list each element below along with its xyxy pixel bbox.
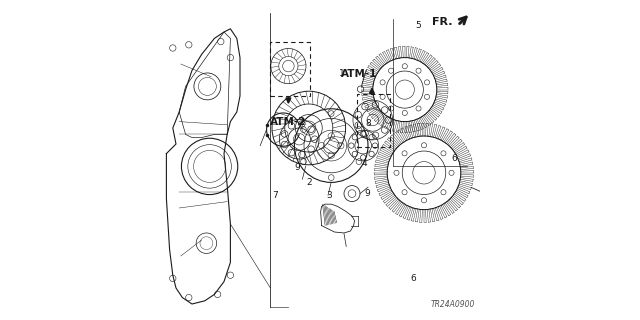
Text: 1: 1 xyxy=(339,69,344,78)
Text: ATM-2: ATM-2 xyxy=(270,117,307,127)
Text: FR.: FR. xyxy=(432,17,453,28)
Text: 7: 7 xyxy=(273,191,278,200)
Text: 5: 5 xyxy=(416,21,421,30)
Text: 6: 6 xyxy=(452,154,457,163)
Text: 6: 6 xyxy=(411,274,416,283)
Text: 9: 9 xyxy=(365,189,370,198)
Text: 2: 2 xyxy=(306,178,312,187)
Text: 8: 8 xyxy=(366,119,371,128)
Text: 4: 4 xyxy=(362,159,367,168)
Bar xyxy=(270,42,310,96)
Text: 3: 3 xyxy=(327,191,332,200)
Text: TR24A0900: TR24A0900 xyxy=(431,300,475,309)
Bar xyxy=(357,94,390,147)
Text: ATM-1: ATM-1 xyxy=(341,69,378,79)
Text: 9: 9 xyxy=(295,164,300,172)
